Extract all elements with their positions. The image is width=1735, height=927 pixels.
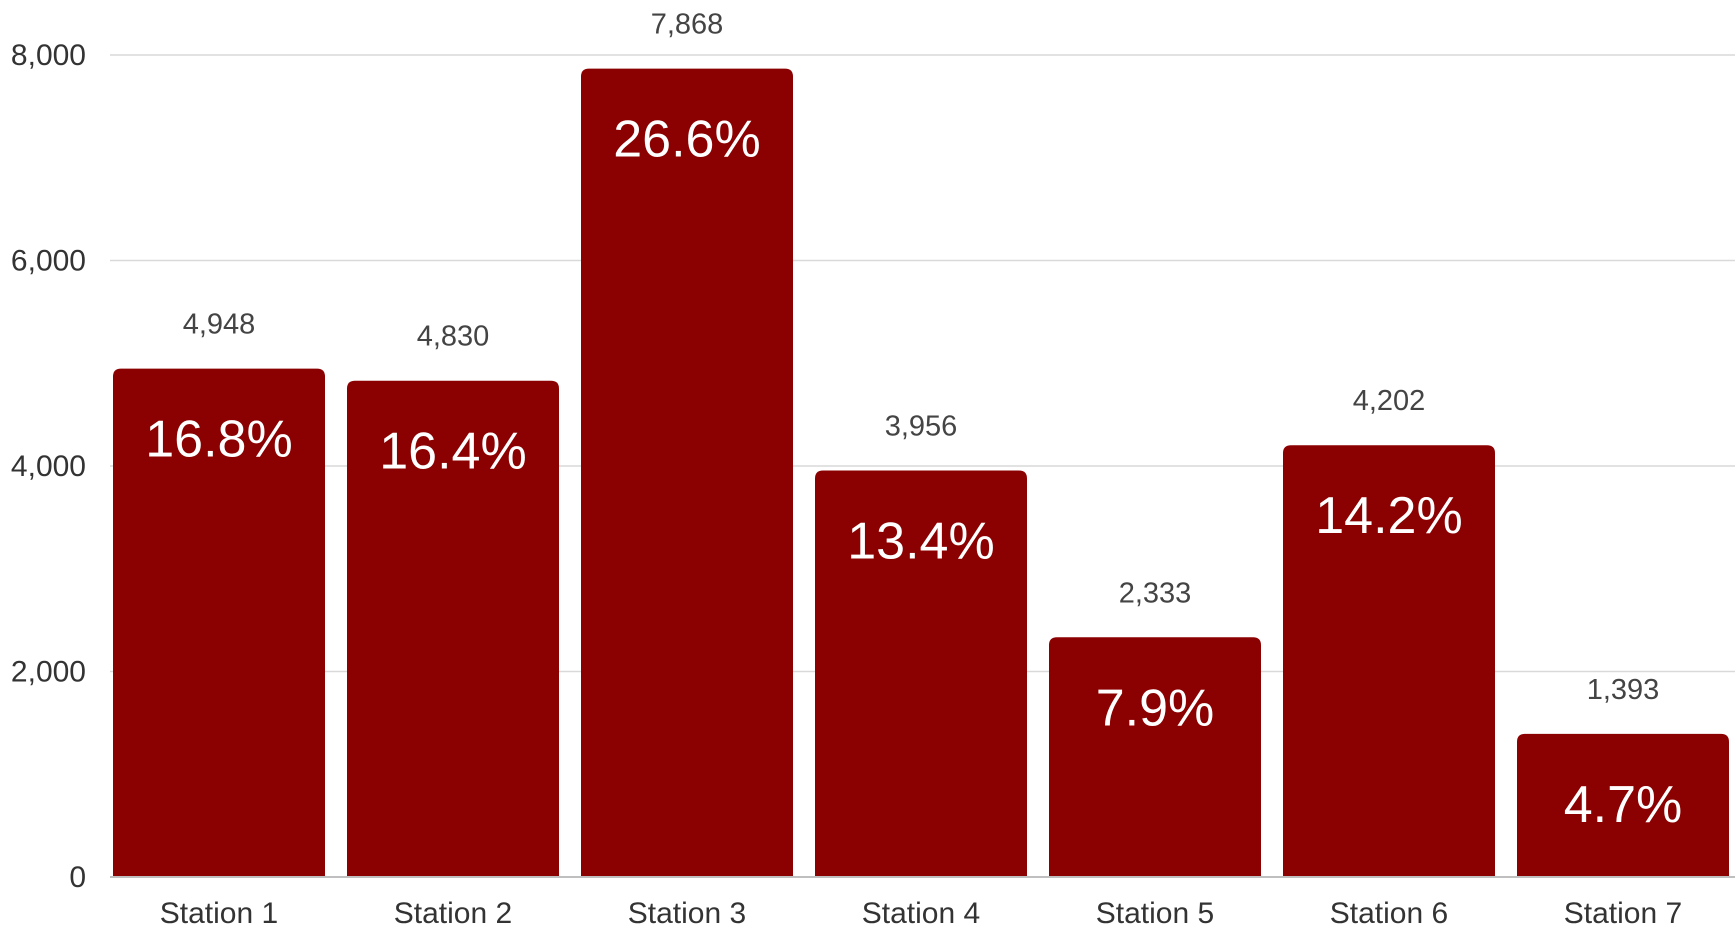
value-label: 7,868 <box>651 9 724 41</box>
x-tick-label: Station 2 <box>394 897 512 927</box>
value-label: 4,202 <box>1353 385 1426 417</box>
value-label: 4,948 <box>183 309 256 341</box>
percent-label: 7.9% <box>1096 679 1215 737</box>
bar-5[interactable] <box>1049 637 1261 877</box>
bar-3[interactable] <box>581 68 793 878</box>
bar-7[interactable] <box>1517 733 1729 877</box>
label-layer: 4,948 16.8% 4,830 16.4% 7,868 26.6% 3,956 13.4%… <box>145 9 1682 834</box>
percent-label: 16.8% <box>145 411 292 469</box>
value-label: 4,830 <box>417 321 490 353</box>
y-tick-label: 0 <box>69 861 86 894</box>
value-label: 3,956 <box>885 411 958 443</box>
axis-layer: 0 2,000 4,000 6,000 8,000 Station 1 Station 2 S… <box>11 39 1735 927</box>
bar-4[interactable] <box>815 470 1027 877</box>
bar-layer <box>113 68 1729 878</box>
percent-label: 16.4% <box>379 423 526 481</box>
bar-2[interactable] <box>347 380 559 877</box>
bar-1[interactable] <box>113 368 325 877</box>
x-tick-label: Station 1 <box>160 897 278 927</box>
y-tick-label: 8,000 <box>11 39 86 72</box>
percent-label: 14.2% <box>1315 487 1462 545</box>
y-tick-label: 4,000 <box>11 450 86 483</box>
percent-label: 13.4% <box>847 513 994 571</box>
value-label: 2,333 <box>1119 577 1192 609</box>
x-tick-label: Station 6 <box>1330 897 1448 927</box>
value-label: 1,393 <box>1587 674 1660 706</box>
y-tick-label: 2,000 <box>11 656 86 689</box>
x-tick-label: Station 5 <box>1096 897 1214 927</box>
percent-label: 4.7% <box>1564 776 1683 834</box>
percent-label: 26.6% <box>613 111 760 169</box>
bar-6[interactable] <box>1283 445 1495 877</box>
x-tick-label: Station 7 <box>1564 897 1682 927</box>
x-tick-label: Station 3 <box>628 897 746 927</box>
y-tick-label: 6,000 <box>11 245 86 278</box>
x-tick-label: Station 4 <box>862 897 980 927</box>
